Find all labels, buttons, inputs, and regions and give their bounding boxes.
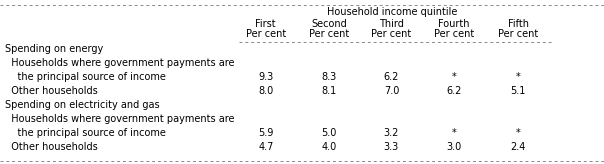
Text: Second: Second	[311, 19, 347, 29]
Text: 6.2: 6.2	[446, 86, 462, 96]
Text: Per cent: Per cent	[371, 30, 411, 39]
Text: 6.2: 6.2	[384, 72, 399, 82]
Text: the principal source of income: the principal source of income	[5, 72, 165, 82]
Text: *: *	[452, 72, 457, 82]
Text: Spending on energy: Spending on energy	[5, 44, 103, 54]
Text: Per cent: Per cent	[309, 30, 349, 39]
Text: Per cent: Per cent	[434, 30, 474, 39]
Text: 8.3: 8.3	[321, 72, 337, 82]
Text: Other households: Other households	[5, 86, 98, 96]
Text: Fourth: Fourth	[439, 19, 470, 29]
Text: the principal source of income: the principal source of income	[5, 128, 165, 138]
Text: *: *	[452, 128, 457, 138]
Text: 8.0: 8.0	[258, 86, 274, 96]
Text: 5.1: 5.1	[510, 86, 526, 96]
Text: Fifth: Fifth	[508, 19, 528, 29]
Text: Per cent: Per cent	[498, 30, 538, 39]
Text: Third: Third	[379, 19, 404, 29]
Text: 5.9: 5.9	[258, 128, 274, 138]
Text: Household income quintile: Household income quintile	[327, 7, 457, 17]
Text: 4.7: 4.7	[258, 142, 274, 152]
Text: 3.0: 3.0	[446, 142, 462, 152]
Text: Other households: Other households	[5, 142, 98, 152]
Text: 2.4: 2.4	[510, 142, 526, 152]
Text: Per cent: Per cent	[246, 30, 286, 39]
Text: Spending on electricity and gas: Spending on electricity and gas	[5, 100, 159, 110]
Text: 8.1: 8.1	[321, 86, 337, 96]
Text: *: *	[516, 72, 521, 82]
Text: 5.0: 5.0	[321, 128, 337, 138]
Text: 7.0: 7.0	[384, 86, 399, 96]
Text: Households where government payments are: Households where government payments are	[5, 114, 234, 124]
Text: Households where government payments are: Households where government payments are	[5, 58, 234, 68]
Text: 9.3: 9.3	[258, 72, 274, 82]
Text: First: First	[255, 19, 276, 29]
Text: 4.0: 4.0	[321, 142, 337, 152]
Text: *: *	[516, 128, 521, 138]
Text: 3.3: 3.3	[384, 142, 399, 152]
Text: 3.2: 3.2	[384, 128, 399, 138]
